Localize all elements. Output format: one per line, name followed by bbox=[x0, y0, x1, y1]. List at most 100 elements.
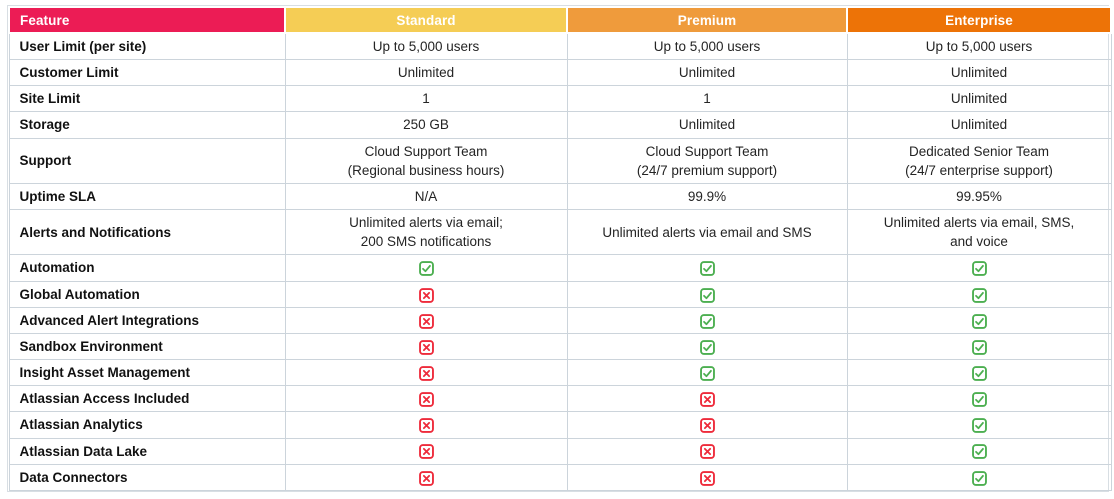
premium-value-cell bbox=[566, 254, 848, 282]
cross-icon bbox=[418, 366, 434, 381]
plan-value-text: N/A bbox=[414, 188, 438, 204]
check-icon bbox=[699, 261, 715, 277]
plan-value-text: 1 bbox=[422, 91, 430, 107]
premium-value-cell: Unlimited bbox=[566, 59, 848, 87]
standard-value-cell bbox=[284, 254, 568, 282]
cross-icon bbox=[418, 313, 434, 329]
enterprise-value-cell: Unlimited bbox=[846, 111, 1112, 139]
premium-value-cell: Unlimited bbox=[566, 111, 848, 139]
table-row: Data Connectors bbox=[8, 463, 1112, 491]
enterprise-value-cell: Unlimited alerts via email, SMS, and voi… bbox=[846, 209, 1112, 256]
cross-icon bbox=[418, 287, 434, 303]
premium-value-cell: Up to 5,000 users bbox=[566, 32, 848, 61]
feature-name-cell: Data Connectors bbox=[8, 463, 286, 491]
standard-value-cell: 1 bbox=[284, 85, 568, 113]
feature-name: Atlassian Data Lake bbox=[19, 443, 148, 459]
plan-value-text: Dedicated Senior Team (24/7 enterprise s… bbox=[905, 143, 1053, 178]
feature-name-cell: User Limit (per site) bbox=[8, 32, 286, 61]
header-row: Feature Standard Premium Enterprise bbox=[8, 6, 1112, 34]
premium-value-cell bbox=[566, 306, 848, 334]
table-row: Alerts and Notifications Unlimited alerts… bbox=[8, 209, 1112, 256]
feature-name-cell: Customer Limit bbox=[8, 59, 286, 87]
plan-value-text: Up to 5,000 users bbox=[372, 39, 480, 54]
feature-name-cell: Insight Asset Management bbox=[8, 359, 286, 387]
column-header-feature: Feature bbox=[8, 6, 286, 34]
enterprise-value-cell bbox=[846, 280, 1112, 308]
check-icon bbox=[971, 339, 987, 355]
cross-icon bbox=[418, 444, 434, 460]
table-row: Site Limit 1 1 Unlimited bbox=[8, 85, 1112, 113]
premium-value-cell: 99.9% bbox=[566, 182, 848, 211]
standard-value-cell: N/A bbox=[284, 182, 568, 211]
standard-value-cell: Unlimited bbox=[284, 59, 568, 87]
feature-name-cell: Alerts and Notifications bbox=[8, 209, 286, 256]
table-row: Storage 250 GB Unlimited Unlimited bbox=[8, 111, 1112, 139]
table-body: User Limit (per site) Up to 5,000 users Up… bbox=[8, 32, 1112, 491]
table-row: Atlassian Data Lake bbox=[8, 437, 1112, 465]
standard-value-cell bbox=[284, 463, 568, 491]
check-icon bbox=[971, 418, 987, 434]
enterprise-value-cell bbox=[846, 332, 1112, 361]
plan-value-text: Unlimited bbox=[397, 65, 455, 81]
standard-value-cell bbox=[284, 437, 568, 465]
check-icon bbox=[699, 287, 715, 303]
plan-value-text: Unlimited alerts via email and SMS bbox=[602, 224, 812, 240]
feature-name: Data Connectors bbox=[19, 469, 128, 485]
feature-name-cell: Advanced Alert Integrations bbox=[8, 306, 286, 334]
table-row: Customer Limit Unlimited Unlimited Unlimite… bbox=[8, 59, 1112, 87]
plan-value-text: Unlimited alerts via email, SMS, and voi… bbox=[883, 215, 1075, 250]
plan-comparison-table: Feature Standard Premium Enterprise User Li… bbox=[8, 6, 1112, 491]
feature-name-cell: Site Limit bbox=[8, 85, 286, 113]
feature-name: Customer Limit bbox=[19, 65, 119, 81]
feature-name: Support bbox=[19, 153, 72, 169]
table-row: Uptime SLA N/A 99.9% 99.95% bbox=[8, 182, 1112, 211]
plan-value-text: 250 GB bbox=[403, 117, 449, 133]
plan-value-text: Up to 5,000 users bbox=[925, 39, 1033, 54]
cross-icon bbox=[418, 392, 434, 408]
enterprise-value-cell: Dedicated Senior Team (24/7 enterprise s… bbox=[846, 137, 1112, 184]
check-icon bbox=[971, 392, 987, 408]
premium-value-cell bbox=[566, 280, 848, 308]
plan-value-text: Unlimited bbox=[950, 91, 1008, 107]
table-row: Global Automation bbox=[8, 280, 1112, 308]
check-icon bbox=[418, 261, 434, 277]
check-icon bbox=[971, 366, 987, 381]
enterprise-value-cell: Unlimited bbox=[846, 59, 1112, 87]
check-icon bbox=[971, 261, 987, 277]
cross-icon bbox=[699, 392, 715, 408]
cross-icon bbox=[418, 470, 434, 486]
check-icon bbox=[971, 313, 987, 329]
column-header-enterprise: Enterprise bbox=[846, 6, 1112, 34]
feature-name-cell: Support bbox=[8, 137, 286, 184]
plan-value-text: 99.95% bbox=[956, 188, 1002, 204]
premium-value-cell bbox=[566, 359, 848, 387]
feature-name: Atlassian Access Included bbox=[19, 391, 190, 407]
plan-value-text: 99.9% bbox=[687, 188, 727, 204]
table-row: Sandbox Environment bbox=[8, 332, 1112, 361]
column-header-standard: Standard bbox=[284, 6, 568, 34]
feature-name: User Limit (per site) bbox=[19, 39, 147, 54]
feature-name-cell: Atlassian Analytics bbox=[8, 411, 286, 439]
cross-icon bbox=[418, 418, 434, 434]
plan-value-text: Unlimited bbox=[950, 65, 1008, 81]
cross-icon bbox=[699, 418, 715, 434]
standard-value-cell bbox=[284, 359, 568, 387]
enterprise-value-cell bbox=[846, 306, 1112, 334]
standard-value-cell bbox=[284, 332, 568, 361]
premium-value-cell bbox=[566, 411, 848, 439]
premium-value-cell: Unlimited alerts via email and SMS bbox=[566, 209, 848, 256]
standard-value-cell: Unlimited alerts via email; 200 SMS noti… bbox=[284, 209, 568, 256]
feature-name: Site Limit bbox=[19, 91, 81, 107]
enterprise-value-cell bbox=[846, 463, 1112, 491]
table-row: Automation bbox=[8, 254, 1112, 282]
feature-name-cell: Atlassian Data Lake bbox=[8, 437, 286, 465]
feature-name: Automation bbox=[19, 260, 95, 276]
plan-value-text: Up to 5,000 users bbox=[653, 39, 761, 54]
enterprise-value-cell: Up to 5,000 users bbox=[846, 32, 1112, 61]
plan-value-text: Unlimited alerts via email; 200 SMS noti… bbox=[349, 215, 503, 250]
standard-value-cell: Cloud Support Team (Regional business ho… bbox=[284, 137, 568, 184]
check-icon bbox=[699, 313, 715, 329]
standard-value-cell: 250 GB bbox=[284, 111, 568, 139]
enterprise-value-cell bbox=[846, 385, 1112, 413]
